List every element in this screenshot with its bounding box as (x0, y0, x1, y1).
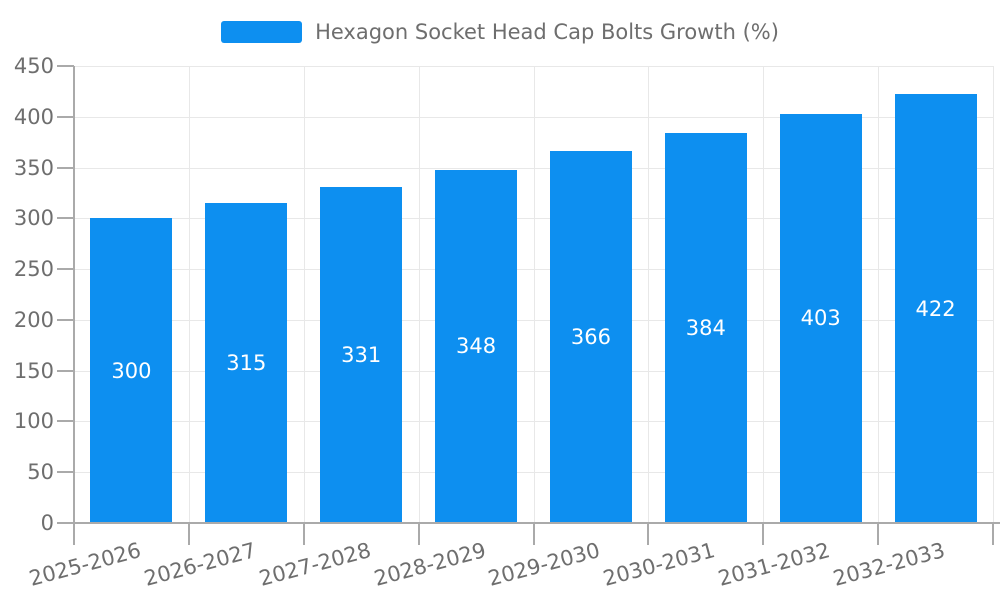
y-tick (57, 471, 74, 474)
y-tick (57, 115, 74, 118)
y-axis-label: 0 (40, 511, 54, 535)
v-gridline (763, 66, 765, 523)
v-gridline (993, 66, 994, 523)
bar (779, 113, 862, 523)
x-axis-label: 2031-2032 (715, 538, 833, 591)
bar (90, 218, 173, 523)
bar (435, 169, 518, 523)
bar (320, 186, 403, 523)
v-gridline (188, 66, 190, 523)
y-axis-label: 100 (13, 409, 54, 434)
v-gridline (878, 66, 880, 523)
y-tick (57, 268, 74, 271)
x-tick (302, 523, 305, 545)
v-gridline (418, 66, 420, 523)
y-axis-label: 450 (13, 54, 54, 78)
y-axis-label: 250 (13, 257, 54, 282)
legend-swatch-icon (221, 21, 303, 43)
bar-value-label: 403 (800, 306, 841, 331)
y-axis-label: 350 (13, 155, 54, 180)
y-tick (57, 166, 74, 169)
y-tick (57, 217, 74, 220)
y-tick (57, 420, 74, 423)
y-tick (57, 522, 74, 524)
y-axis-label: 50 (27, 460, 54, 485)
bar (205, 203, 288, 523)
legend-item[interactable]: Hexagon Socket Head Cap Bolts Growth (%) (221, 21, 779, 43)
bar-value-label: 422 (915, 296, 956, 321)
x-axis-label: 2025-2026 (26, 538, 144, 591)
y-axis-label: 200 (13, 307, 54, 332)
y-axis-label: 150 (13, 358, 54, 383)
bar-value-label: 331 (341, 342, 382, 367)
bar-value-label: 384 (685, 316, 726, 340)
bar (664, 133, 747, 523)
x-tick (992, 523, 994, 545)
bar-value-label: 300 (111, 358, 152, 383)
legend: Hexagon Socket Head Cap Bolts Growth (%) (0, 21, 1000, 43)
y-tick (57, 318, 74, 321)
legend-label: Hexagon Socket Head Cap Bolts Growth (%) (315, 20, 779, 44)
x-tick (187, 523, 190, 545)
x-tick (877, 523, 880, 545)
x-tick (647, 523, 650, 545)
y-axis-label: 300 (13, 206, 54, 231)
x-axis-label: 2027-2028 (256, 538, 374, 591)
bar (549, 151, 632, 523)
bar-value-label: 348 (456, 334, 497, 359)
y-axis-line (73, 66, 75, 525)
x-tick (762, 523, 765, 545)
y-tick (57, 65, 74, 67)
x-axis-label: 2029-2030 (486, 538, 603, 591)
x-axis-label: 2028-2029 (371, 538, 489, 591)
x-tick (73, 523, 75, 545)
x-axis-label: 2030-2031 (600, 538, 718, 591)
y-axis-label: 400 (13, 104, 54, 129)
bar-value-label: 366 (570, 325, 611, 350)
x-axis-label: 2032-2033 (830, 538, 948, 591)
v-gridline (533, 66, 535, 523)
bar-value-label: 315 (226, 351, 267, 376)
x-axis-line (72, 522, 1000, 524)
v-gridline (648, 66, 650, 523)
y-tick (57, 369, 74, 372)
x-tick (417, 523, 420, 545)
bar (894, 94, 977, 523)
x-axis-label: 2026-2027 (141, 538, 259, 591)
v-gridline (303, 66, 305, 523)
x-tick (532, 523, 535, 545)
